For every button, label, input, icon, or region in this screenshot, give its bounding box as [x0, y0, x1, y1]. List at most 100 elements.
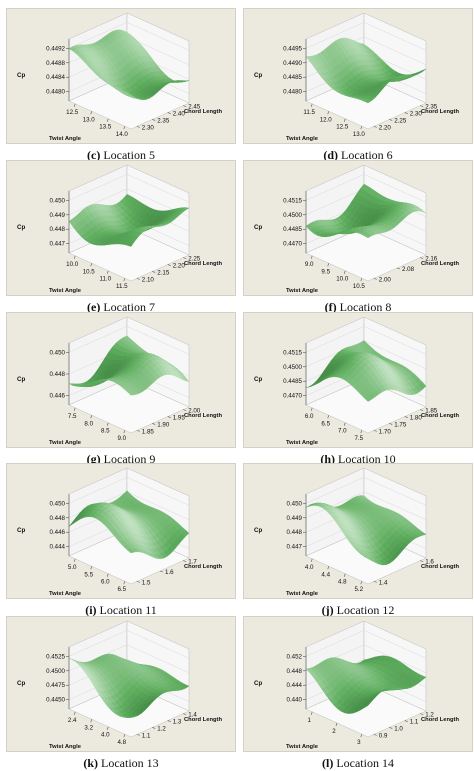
- cp-axis-label: Cp: [254, 680, 262, 687]
- twist-tick-label: 5.2: [354, 586, 363, 593]
- chord-axis-label: Chord Length: [421, 109, 459, 115]
- chord-tick-label: 1.0: [394, 725, 403, 732]
- cp-tick-label: 0.4525: [46, 653, 65, 660]
- surface-plot: 0.45150.45000.44850.4470Cp9.09.510.010.5…: [244, 161, 473, 296]
- chord-tick-label: 2.35: [157, 117, 170, 124]
- chord-tick-label: 2.00: [379, 276, 392, 283]
- cp-tick-label: 0.4515: [283, 349, 302, 356]
- twist-tick-label: 3: [357, 739, 361, 746]
- twist-tick-label: 2.4: [68, 717, 77, 724]
- cp-tick-label: 0.450: [50, 500, 66, 507]
- cp-tick-label: 0.452: [287, 653, 303, 660]
- cp-axis-label: Cp: [17, 224, 25, 231]
- twist-tick-label: 9.0: [117, 435, 126, 442]
- chord-tick-label: 1.1: [142, 732, 151, 739]
- twist-tick-label: 10.0: [336, 276, 349, 283]
- twist-tick-label: 8.5: [101, 428, 110, 435]
- cp-tick-label: 0.4480: [46, 89, 65, 96]
- panel-caption: (k) Location 13: [6, 756, 236, 771]
- chord-tick-label: 0.9: [379, 732, 388, 739]
- twist-tick-label: 6.0: [305, 413, 314, 420]
- twist-tick-label: 10.0: [66, 261, 79, 268]
- chord-tick-label: 1.90: [157, 421, 170, 428]
- twist-tick-label: 4.0: [101, 732, 110, 739]
- twist-tick-label: 5.0: [68, 564, 77, 571]
- cp-tick-label: 0.4484: [46, 74, 65, 81]
- cp-tick-label: 0.4475: [46, 682, 65, 689]
- cp-tick-label: 0.4485: [283, 378, 302, 385]
- twist-tick-label: 13.0: [353, 131, 366, 138]
- surface-plot: 0.4500.4490.4480.447Cp10.010.511.011.5Tw…: [7, 161, 236, 296]
- cp-axis-label: Cp: [254, 527, 262, 534]
- cp-tick-label: 0.449: [50, 212, 66, 219]
- cp-tick-label: 0.449: [287, 515, 303, 522]
- surface-plot: 0.44920.44880.44840.4480Cp12.513.013.514…: [7, 9, 236, 144]
- chord-tick-label: 1.6: [165, 569, 174, 576]
- cp-tick-label: 0.4450: [46, 697, 65, 704]
- cp-axis-label: Cp: [254, 224, 262, 231]
- chord-tick-label: 1.3: [173, 719, 182, 726]
- chord-tick-label: 1.1: [410, 719, 419, 726]
- cp-tick-label: 0.440: [287, 697, 303, 704]
- cp-axis-label: Cp: [17, 527, 25, 534]
- chord-tick-label: 1.5: [142, 579, 151, 586]
- twist-tick-label: 6.5: [117, 586, 126, 593]
- twist-axis-label: Twist Angle: [49, 591, 82, 597]
- surface-plot: 0.45150.45000.44850.4470Cp6.06.57.07.5Tw…: [244, 313, 473, 448]
- twist-axis-label: Twist Angle: [286, 440, 319, 446]
- twist-tick-label: 13.0: [83, 116, 96, 123]
- chord-tick-label: 1.85: [142, 428, 155, 435]
- cp-tick-label: 0.4488: [46, 60, 65, 67]
- cp-tick-label: 0.4495: [283, 45, 302, 52]
- cp-axis-label: Cp: [17, 376, 25, 383]
- surface-plot: 0.4500.4480.4460.444Cp5.05.56.06.5Twist …: [7, 464, 236, 599]
- cp-tick-label: 0.447: [50, 241, 66, 248]
- twist-axis-label: Twist Angle: [49, 288, 82, 294]
- cp-tick-label: 0.450: [50, 349, 66, 356]
- twist-tick-label: 4.8: [117, 739, 126, 746]
- cp-tick-label: 0.4500: [283, 212, 302, 219]
- chord-tick-label: 2.25: [394, 117, 407, 124]
- twist-tick-label: 2: [332, 728, 336, 735]
- twist-tick-label: 7.0: [338, 428, 347, 435]
- chord-tick-label: 2.08: [402, 266, 415, 273]
- twist-axis-label: Twist Angle: [49, 440, 82, 446]
- chord-tick-label: 1.70: [379, 428, 392, 435]
- panel-letter: (k): [83, 756, 98, 770]
- cp-tick-label: 0.444: [50, 544, 66, 551]
- chord-tick-label: 1.4: [379, 579, 388, 586]
- twist-axis-label: Twist Angle: [286, 591, 319, 597]
- cp-axis-label: Cp: [254, 72, 262, 79]
- cp-tick-label: 0.448: [287, 668, 303, 675]
- panel-caption-text: Location 13: [101, 756, 159, 770]
- panel-caption-text: Location 14: [336, 756, 394, 770]
- cp-tick-label: 0.4500: [283, 364, 302, 371]
- cp-axis-label: Cp: [17, 72, 25, 79]
- twist-tick-label: 7.5: [354, 435, 363, 442]
- chord-axis-label: Chord Length: [184, 261, 222, 267]
- surface-plot: 0.44950.44900.44850.4480Cp11.512.012.513…: [244, 9, 473, 144]
- cp-tick-label: 0.448: [50, 515, 66, 522]
- surface-plot: 0.4500.4490.4480.447Cp4.04.44.85.2Twist …: [244, 464, 473, 599]
- twist-tick-label: 11.5: [116, 283, 128, 290]
- twist-tick-label: 6.0: [101, 579, 110, 586]
- cp-tick-label: 0.4480: [283, 89, 302, 96]
- twist-axis-label: Twist Angle: [286, 288, 319, 294]
- cp-tick-label: 0.4485: [283, 74, 302, 81]
- panel-caption: (l) Location 14: [243, 756, 473, 771]
- cp-axis-label: Cp: [254, 376, 262, 383]
- twist-tick-label: 12.5: [336, 124, 349, 131]
- cp-axis-label: Cp: [17, 680, 25, 687]
- cp-tick-label: 0.4470: [283, 393, 302, 400]
- twist-axis-label: Twist Angle: [286, 744, 319, 750]
- chord-tick-label: 2.20: [379, 124, 392, 131]
